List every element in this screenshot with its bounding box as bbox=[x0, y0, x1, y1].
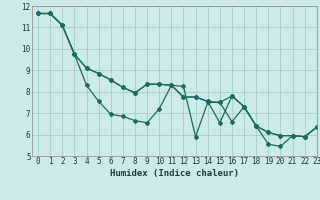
X-axis label: Humidex (Indice chaleur): Humidex (Indice chaleur) bbox=[110, 169, 239, 178]
